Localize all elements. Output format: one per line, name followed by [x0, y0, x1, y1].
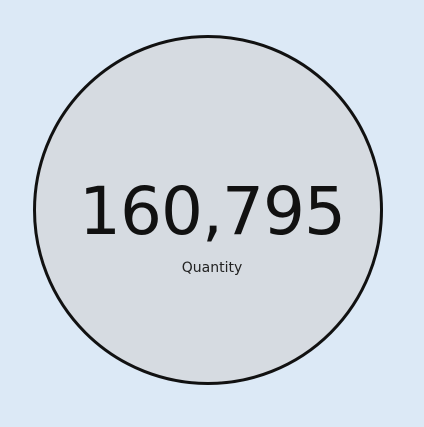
kpi-label: Quantity [181, 260, 243, 276]
kpi-value: 160,795 [79, 173, 346, 250]
kpi-circle [33, 35, 383, 385]
